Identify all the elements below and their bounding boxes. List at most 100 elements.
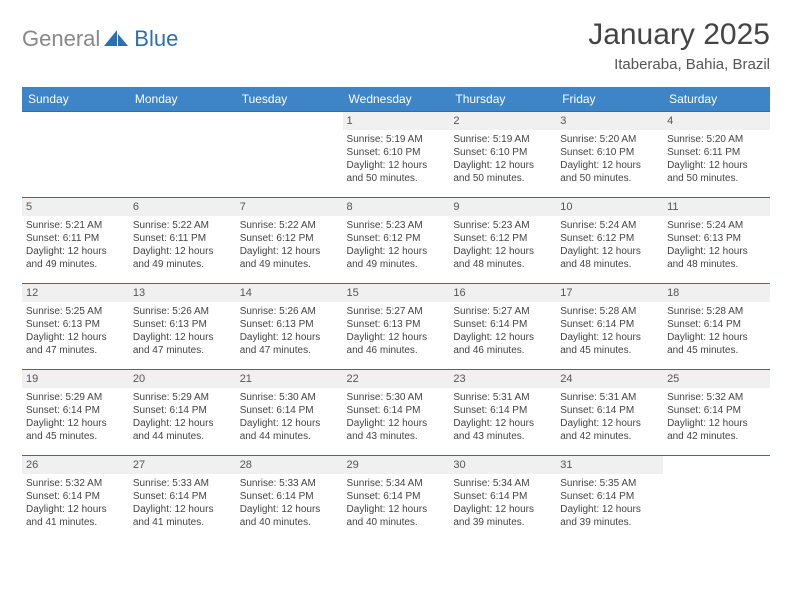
day-number: 18 bbox=[663, 284, 770, 302]
calendar-day-cell: 28Sunrise: 5:33 AMSunset: 6:14 PMDayligh… bbox=[236, 456, 343, 542]
calendar-day-cell: 13Sunrise: 5:26 AMSunset: 6:13 PMDayligh… bbox=[129, 284, 236, 370]
calendar-day-cell: 25Sunrise: 5:32 AMSunset: 6:14 PMDayligh… bbox=[663, 370, 770, 456]
weekday-header: Wednesday bbox=[343, 87, 450, 112]
calendar-day-cell: 24Sunrise: 5:31 AMSunset: 6:14 PMDayligh… bbox=[556, 370, 663, 456]
daylight-text: Daylight: 12 hours and 50 minutes. bbox=[667, 159, 766, 185]
weekday-header: Saturday bbox=[663, 87, 770, 112]
daylight-text: Daylight: 12 hours and 45 minutes. bbox=[667, 331, 766, 357]
calendar-day-cell: 23 Sunrise: 5:31 AMSunset: 6:14 PMDayligh… bbox=[449, 370, 556, 456]
day-number: 22 bbox=[343, 370, 450, 388]
calendar-day-cell: 16Sunrise: 5:27 AMSunset: 6:14 PMDayligh… bbox=[449, 284, 556, 370]
sunrise-text: Sunrise: 5:24 AM bbox=[560, 219, 659, 232]
daylight-text: Daylight: 12 hours and 50 minutes. bbox=[453, 159, 552, 185]
sunset-text: Sunset: 6:14 PM bbox=[453, 318, 552, 331]
sunrise-text: Sunrise: 5:31 AM bbox=[453, 391, 552, 404]
sunrise-text: Sunrise: 5:22 AM bbox=[240, 219, 339, 232]
sunrise-text: Sunrise: 5:31 AM bbox=[560, 391, 659, 404]
calendar-week-row: 19Sunrise: 5:29 AMSunset: 6:14 PMDayligh… bbox=[22, 370, 770, 456]
sunset-text: Sunset: 6:13 PM bbox=[667, 232, 766, 245]
calendar-day-cell: 2Sunrise: 5:19 AMSunset: 6:10 PMDaylight… bbox=[449, 112, 556, 198]
sunrise-text: Sunrise: 5:22 AM bbox=[133, 219, 232, 232]
sunrise-text: Sunrise: 5:23 AM bbox=[453, 219, 552, 232]
daylight-text: Daylight: 12 hours and 47 minutes. bbox=[133, 331, 232, 357]
sunrise-text: Sunrise: 5:28 AM bbox=[560, 305, 659, 318]
daylight-text: Daylight: 12 hours and 44 minutes. bbox=[133, 417, 232, 443]
sunset-text: Sunset: 6:10 PM bbox=[347, 146, 446, 159]
day-number: 13 bbox=[129, 284, 236, 302]
sunrise-text: Sunrise: 5:28 AM bbox=[667, 305, 766, 318]
day-number: 23 bbox=[449, 370, 556, 388]
sunset-text: Sunset: 6:14 PM bbox=[347, 490, 446, 503]
weekday-header: Tuesday bbox=[236, 87, 343, 112]
calendar-day-cell: 17 Sunrise: 5:28 AMSunset: 6:14 PMDayligh… bbox=[556, 284, 663, 370]
sunset-text: Sunset: 6:10 PM bbox=[453, 146, 552, 159]
sunrise-text: Sunrise: 5:35 AM bbox=[560, 477, 659, 490]
sunrise-text: Sunrise: 5:30 AM bbox=[347, 391, 446, 404]
sunset-text: Sunset: 6:12 PM bbox=[560, 232, 659, 245]
sunset-text: Sunset: 6:14 PM bbox=[133, 490, 232, 503]
calendar-day-cell: 1 Sunrise: 5:19 AMSunset: 6:10 PMDaylight… bbox=[343, 112, 450, 198]
weekday-header: Monday bbox=[129, 87, 236, 112]
daylight-text: Daylight: 12 hours and 39 minutes. bbox=[453, 503, 552, 529]
sunrise-text: Sunrise: 5:26 AM bbox=[133, 305, 232, 318]
daylight-text: Daylight: 12 hours and 48 minutes. bbox=[453, 245, 552, 271]
sunrise-text: Sunrise: 5:32 AM bbox=[26, 477, 125, 490]
day-number: 6 bbox=[129, 198, 236, 216]
calendar-week-row: 12Sunrise: 5:25 AMSunset: 6:13 PMDayligh… bbox=[22, 284, 770, 370]
daylight-text: Daylight: 12 hours and 48 minutes. bbox=[667, 245, 766, 271]
sunset-text: Sunset: 6:14 PM bbox=[133, 404, 232, 417]
sunset-text: Sunset: 6:11 PM bbox=[26, 232, 125, 245]
calendar-day-cell: 5Sunrise: 5:21 AMSunset: 6:11 PMDaylight… bbox=[22, 198, 129, 284]
sunrise-text: Sunrise: 5:20 AM bbox=[667, 133, 766, 146]
calendar-day-cell: 19Sunrise: 5:29 AMSunset: 6:14 PMDayligh… bbox=[22, 370, 129, 456]
day-number: 17 bbox=[556, 284, 663, 302]
sunset-text: Sunset: 6:14 PM bbox=[26, 404, 125, 417]
daylight-text: Daylight: 12 hours and 47 minutes. bbox=[240, 331, 339, 357]
day-number: 1 bbox=[343, 112, 450, 130]
daylight-text: Daylight: 12 hours and 50 minutes. bbox=[347, 159, 446, 185]
logo-text-blue: Blue bbox=[134, 26, 178, 52]
daylight-text: Daylight: 12 hours and 45 minutes. bbox=[26, 417, 125, 443]
daylight-text: Daylight: 12 hours and 43 minutes. bbox=[453, 417, 552, 443]
day-number: 16 bbox=[449, 284, 556, 302]
calendar-day-cell: 12Sunrise: 5:25 AMSunset: 6:13 PMDayligh… bbox=[22, 284, 129, 370]
sunset-text: Sunset: 6:14 PM bbox=[560, 318, 659, 331]
sunset-text: Sunset: 6:14 PM bbox=[667, 318, 766, 331]
calendar-day-cell: 14Sunrise: 5:26 AMSunset: 6:13 PMDayligh… bbox=[236, 284, 343, 370]
daylight-text: Daylight: 12 hours and 40 minutes. bbox=[240, 503, 339, 529]
calendar-day-cell: 3Sunrise: 5:20 AMSunset: 6:10 PMDaylight… bbox=[556, 112, 663, 198]
weekday-header: Thursday bbox=[449, 87, 556, 112]
calendar-day-cell bbox=[663, 456, 770, 542]
day-number: 27 bbox=[129, 456, 236, 474]
day-number: 30 bbox=[449, 456, 556, 474]
sunset-text: Sunset: 6:14 PM bbox=[26, 490, 125, 503]
sunset-text: Sunset: 6:14 PM bbox=[453, 404, 552, 417]
sunrise-text: Sunrise: 5:19 AM bbox=[347, 133, 446, 146]
calendar-day-cell: 11Sunrise: 5:24 AMSunset: 6:13 PMDayligh… bbox=[663, 198, 770, 284]
sunrise-text: Sunrise: 5:26 AM bbox=[240, 305, 339, 318]
sunrise-text: Sunrise: 5:25 AM bbox=[26, 305, 125, 318]
daylight-text: Daylight: 12 hours and 41 minutes. bbox=[26, 503, 125, 529]
daylight-text: Daylight: 12 hours and 47 minutes. bbox=[26, 331, 125, 357]
calendar-day-cell: 9Sunrise: 5:23 AMSunset: 6:12 PMDaylight… bbox=[449, 198, 556, 284]
daylight-text: Daylight: 12 hours and 45 minutes. bbox=[560, 331, 659, 357]
weekday-header-row: Sunday Monday Tuesday Wednesday Thursday… bbox=[22, 87, 770, 112]
logo-text-gray: General bbox=[22, 26, 100, 52]
calendar-week-row: 1Sunrise: 5:19 AMSunset: 6:10 PMDaylight… bbox=[22, 112, 770, 198]
daylight-text: Daylight: 12 hours and 49 minutes. bbox=[347, 245, 446, 271]
daylight-text: Daylight: 12 hours and 46 minutes. bbox=[453, 331, 552, 357]
sunrise-text: Sunrise: 5:19 AM bbox=[453, 133, 552, 146]
day-number: 11 bbox=[663, 198, 770, 216]
sunrise-text: Sunrise: 5:33 AM bbox=[240, 477, 339, 490]
daylight-text: Daylight: 12 hours and 46 minutes. bbox=[347, 331, 446, 357]
calendar-day-cell: 21Sunrise: 5:30 AMSunset: 6:14 PMDayligh… bbox=[236, 370, 343, 456]
daylight-text: Daylight: 12 hours and 49 minutes. bbox=[240, 245, 339, 271]
sunset-text: Sunset: 6:14 PM bbox=[453, 490, 552, 503]
day-number: 5 bbox=[22, 198, 129, 216]
sunset-text: Sunset: 6:14 PM bbox=[560, 404, 659, 417]
day-number: 25 bbox=[663, 370, 770, 388]
calendar-day-cell: 8Sunrise: 5:23 AMSunset: 6:12 PMDaylight… bbox=[343, 198, 450, 284]
daylight-text: Daylight: 12 hours and 41 minutes. bbox=[133, 503, 232, 529]
page-title: January 2025 bbox=[588, 18, 770, 52]
calendar-day-cell: 18 Sunrise: 5:28 AMSunset: 6:14 PMDayligh… bbox=[663, 284, 770, 370]
